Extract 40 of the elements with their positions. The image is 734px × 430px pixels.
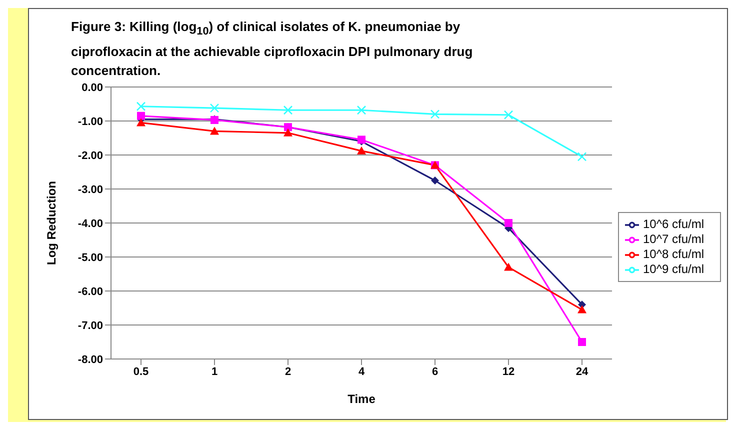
- point: [284, 128, 292, 136]
- point: [356, 105, 366, 115]
- chart-title: Figure 3: Killing (log$_{10}$) of clinical isolates of K. pneumoniae by ciprofloxacin at the achievable ciprofloxacin DPI pulmonary drug concentration.: [71, 18, 474, 80]
- point: [210, 126, 219, 135]
- y-tick-label: -1.00: [78, 116, 103, 128]
- x-tick-label: 24: [576, 366, 589, 378]
- y-tick-label: -8.00: [78, 354, 103, 366]
- legend-label: 10^8 cfu/ml: [643, 247, 704, 261]
- x-tick-label: 4: [358, 366, 366, 378]
- y-tick-label: -2.00: [78, 150, 103, 162]
- point: [430, 110, 440, 119]
- x-tick-label: 12: [502, 366, 515, 378]
- x-tick-label: 1: [211, 366, 218, 378]
- x-tick-label: 6: [432, 366, 438, 378]
- y-tick-label: -7.00: [78, 320, 103, 332]
- point: [137, 112, 145, 120]
- point: [136, 102, 146, 112]
- point: [578, 305, 586, 314]
- x-axis-title: Time: [348, 392, 376, 406]
- point: [136, 118, 146, 126]
- y-tick-label: -5.00: [78, 252, 103, 264]
- y-tick-label: 0.00: [82, 82, 103, 94]
- y-tick-label: -6.00: [78, 286, 103, 298]
- point: [504, 262, 513, 271]
- x-tick-label: 0.5: [133, 366, 149, 378]
- point: [357, 146, 366, 154]
- y-tick-label: -3.00: [78, 184, 103, 196]
- point: [504, 110, 514, 120]
- legend-label: 10^6 cfu/ml: [643, 217, 704, 232]
- point: [283, 105, 293, 115]
- point: [578, 338, 586, 346]
- legend-label: 10^7 cfu/ml: [643, 232, 704, 246]
- point: [577, 152, 587, 162]
- point: [431, 176, 439, 184]
- x-tick-label: 2: [284, 366, 292, 378]
- point: [504, 219, 512, 227]
- point: [210, 103, 220, 113]
- y-tick-label: -4.00: [78, 218, 103, 230]
- y-axis-title: Log Reduction: [44, 181, 58, 265]
- legend-label: 10^9 cfu/ml: [643, 262, 704, 276]
